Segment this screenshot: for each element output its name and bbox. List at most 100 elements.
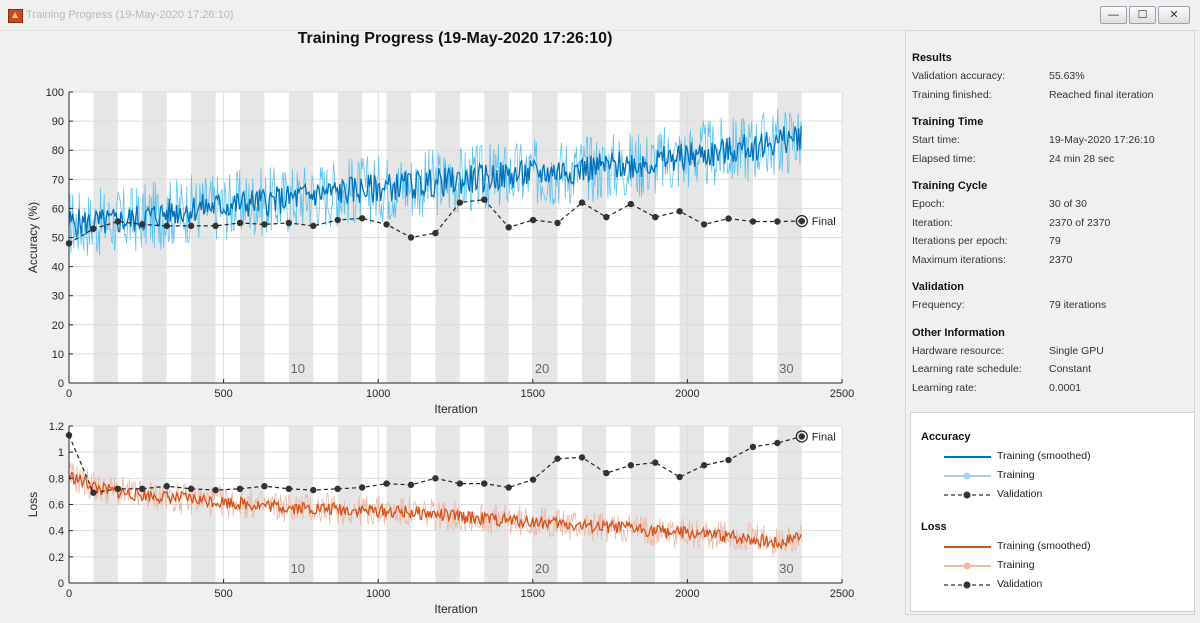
loss-validation-point bbox=[187, 485, 195, 492]
accuracy-final-label: Final bbox=[812, 216, 836, 228]
loss-x-tick-label: 1500 bbox=[521, 588, 545, 600]
window-titlebar: Training Progress (19-May-2020 17:26:10)… bbox=[0, 0, 1200, 31]
info-section-title: Other Information bbox=[912, 326, 1005, 339]
loss-x-tick-label: 500 bbox=[214, 588, 232, 600]
accuracy-epoch-label: 30 bbox=[779, 361, 793, 376]
legend-swatches bbox=[944, 456, 991, 589]
info-label: Learning rate: bbox=[912, 381, 977, 394]
accuracy-final-marker bbox=[795, 215, 808, 228]
info-value: 2370 of 2370 bbox=[1049, 216, 1111, 229]
info-label: Epoch: bbox=[912, 198, 945, 210]
accuracy-validation-point bbox=[505, 224, 512, 231]
accuracy-validation-point bbox=[114, 218, 122, 225]
accuracy-legend-label: Validation bbox=[997, 488, 1043, 500]
loss-validation-point bbox=[163, 482, 170, 490]
accuracy-validation-point bbox=[529, 216, 537, 224]
accuracy-x-tick-label: 2500 bbox=[830, 388, 854, 400]
info-section-title: Training Time bbox=[912, 116, 984, 128]
info-section-title: Training Cycle bbox=[912, 180, 988, 192]
accuracy-validation-point bbox=[90, 225, 97, 232]
loss-validation-point bbox=[236, 485, 244, 492]
loss-validation-point bbox=[383, 480, 390, 487]
accuracy-y-tick-label: 100 bbox=[46, 87, 64, 99]
accuracy-y-tick-label: 80 bbox=[52, 145, 64, 157]
loss-y-tick-label: 0.4 bbox=[49, 526, 64, 538]
accuracy-x-tick-label: 1500 bbox=[521, 388, 545, 400]
info-value: 79 bbox=[1049, 235, 1061, 247]
accuracy-y-tick-label: 0 bbox=[58, 378, 64, 390]
loss-legend-marker bbox=[963, 562, 971, 570]
loss-validation-point bbox=[627, 462, 635, 469]
accuracy-legend-label: Training (smoothed) bbox=[997, 450, 1091, 462]
loss-x-tick-label: 2000 bbox=[675, 588, 699, 600]
info-value: 79 iterations bbox=[1049, 299, 1107, 311]
accuracy-validation-point bbox=[603, 213, 610, 221]
info-label: Elapsed time: bbox=[912, 152, 976, 165]
accuracy-x-tick-label: 500 bbox=[214, 388, 232, 400]
info-value: Single GPU bbox=[1049, 344, 1104, 357]
info-label: Iterations per epoch: bbox=[912, 235, 1008, 247]
close-button[interactable]: ✕ bbox=[1158, 6, 1190, 24]
accuracy-x-tick-label: 2000 bbox=[675, 388, 699, 400]
accuracy-validation-point bbox=[700, 221, 708, 228]
accuracy-x-tick-label: 0 bbox=[66, 388, 72, 400]
accuracy-y-tick-label: 90 bbox=[52, 116, 64, 128]
info-value: 55.63% bbox=[1049, 70, 1085, 82]
info-label: Start time: bbox=[912, 134, 960, 146]
info-section-title: Validation bbox=[912, 281, 964, 293]
accuracy-validation-point bbox=[407, 234, 415, 241]
accuracy-validation-point bbox=[432, 229, 439, 237]
loss-validation-point bbox=[774, 439, 781, 447]
loss-validation-point bbox=[407, 481, 415, 489]
info-value: 24 min 28 sec bbox=[1049, 152, 1115, 165]
loss-validation-point bbox=[798, 433, 806, 440]
accuracy-validation-point bbox=[310, 222, 317, 230]
loss-validation-point bbox=[334, 485, 341, 492]
loss-y-tick-label: 0.6 bbox=[49, 500, 64, 512]
accuracy-validation-point bbox=[383, 221, 390, 228]
info-label: Iteration: bbox=[912, 216, 953, 229]
loss-plot: Final 10 20 30 0 0.2 0.4 0.6 0.8 1 1.2 0 500 1000 1500… bbox=[26, 421, 854, 616]
loss-validation-point bbox=[261, 482, 268, 490]
accuracy-validation-point bbox=[334, 216, 341, 224]
accuracy-y-axis-label: Accuracy (%) bbox=[26, 202, 40, 273]
info-label: Maximum iterations: bbox=[912, 253, 1006, 266]
accuracy-validation-point bbox=[774, 218, 781, 225]
accuracy-validation-point bbox=[749, 218, 757, 225]
loss-validation-point bbox=[554, 455, 561, 462]
accuracy-legend-marker bbox=[963, 491, 971, 499]
loss-validation-point bbox=[285, 485, 293, 492]
loss-legend-marker bbox=[963, 581, 971, 589]
accuracy-validation-point bbox=[187, 222, 195, 230]
accuracy-validation-point bbox=[627, 200, 635, 208]
accuracy-validation-point bbox=[236, 219, 244, 227]
info-section-title: Results bbox=[912, 52, 952, 64]
loss-final-label: Final bbox=[812, 431, 836, 443]
accuracy-validation-point bbox=[261, 221, 268, 228]
loss-validation-point bbox=[725, 456, 732, 464]
minimize-button[interactable]: — bbox=[1100, 6, 1127, 24]
loss-epoch-label: 20 bbox=[535, 561, 549, 576]
accuracy-validation-point bbox=[285, 219, 293, 227]
loss-validation-point bbox=[310, 486, 317, 494]
accuracy-legend-title: Accuracy bbox=[921, 431, 971, 443]
info-label: Training finished: bbox=[912, 88, 992, 101]
loss-x-tick-label: 0 bbox=[66, 588, 72, 600]
plot-title: Training Progress (19-May-2020 17:26:10) bbox=[297, 30, 613, 47]
accuracy-y-tick-label: 60 bbox=[52, 203, 64, 215]
accuracy-validation-point bbox=[212, 222, 219, 230]
loss-y-tick-label: 1.2 bbox=[49, 421, 64, 433]
info-label: Hardware resource: bbox=[912, 344, 1005, 357]
loss-legend-label: Training bbox=[997, 559, 1035, 571]
accuracy-y-tick-label: 30 bbox=[52, 291, 64, 303]
accuracy-validation-point bbox=[578, 199, 586, 206]
loss-epoch-label: 30 bbox=[779, 561, 793, 576]
accuracy-x-tick-label: 1000 bbox=[366, 388, 390, 400]
accuracy-epoch-label: 20 bbox=[535, 361, 549, 376]
loss-y-tick-label: 0 bbox=[58, 578, 64, 590]
loss-legend-label: Validation bbox=[997, 578, 1043, 590]
loss-validation-point bbox=[481, 480, 488, 487]
maximize-button[interactable]: ☐ bbox=[1129, 6, 1156, 24]
loss-validation-point bbox=[212, 486, 219, 494]
